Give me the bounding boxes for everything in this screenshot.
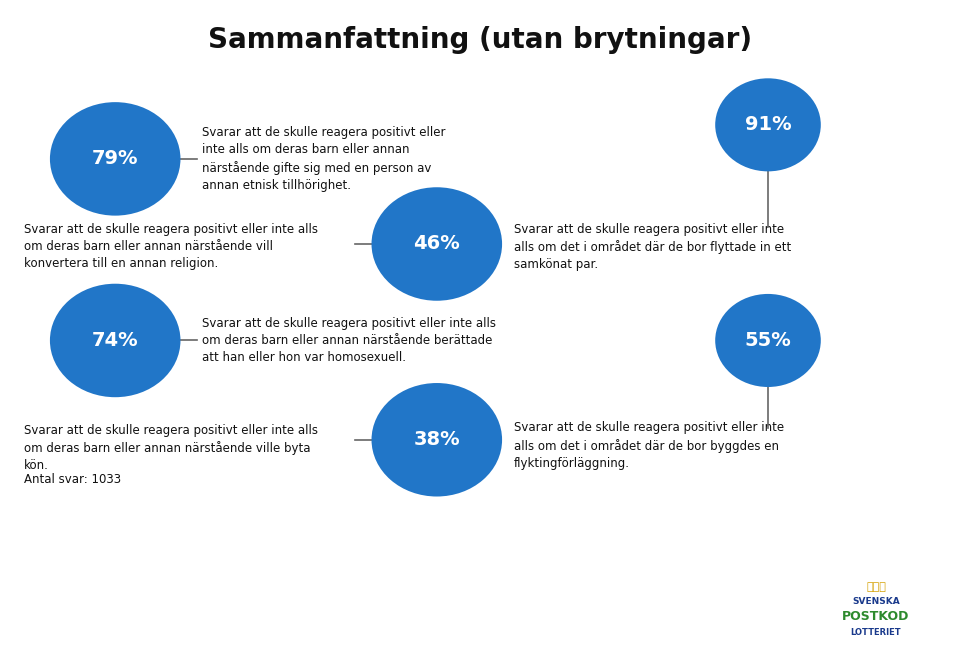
Text: 〰〰〰: 〰〰〰 <box>866 582 886 592</box>
Ellipse shape <box>372 187 502 300</box>
Text: Sammanfattning (utan brytningar): Sammanfattning (utan brytningar) <box>208 26 752 54</box>
Text: 55%: 55% <box>745 331 791 350</box>
Ellipse shape <box>50 102 180 216</box>
Text: Svarar att de skulle reagera positivt eller inte alls
om deras barn eller annan : Svarar att de skulle reagera positivt el… <box>202 317 495 364</box>
Text: SVENSKA: SVENSKA <box>852 596 900 605</box>
Text: Antal svar: 1033: Antal svar: 1033 <box>24 473 121 486</box>
Ellipse shape <box>715 78 821 171</box>
Text: 91%: 91% <box>745 115 791 134</box>
Text: Svarar att de skulle reagera positivt eller inte alls
om deras barn eller annan : Svarar att de skulle reagera positivt el… <box>24 223 318 270</box>
Text: Svarar att de skulle reagera positivt eller inte
alls om det i området där de bo: Svarar att de skulle reagera positivt el… <box>514 421 783 470</box>
Text: Svarar att de skulle reagera positivt eller inte alls
om deras barn eller annan : Svarar att de skulle reagera positivt el… <box>24 424 318 472</box>
Text: LOTTERIET: LOTTERIET <box>851 628 901 637</box>
Text: 79%: 79% <box>92 150 138 169</box>
Text: Svarar att de skulle reagera positivt eller
inte alls om deras barn eller annan
: Svarar att de skulle reagera positivt el… <box>202 126 445 192</box>
Text: 74%: 74% <box>92 331 138 350</box>
Ellipse shape <box>50 283 180 397</box>
Ellipse shape <box>372 383 502 497</box>
Text: POSTKOD: POSTKOD <box>842 610 910 623</box>
FancyBboxPatch shape <box>800 570 952 653</box>
Ellipse shape <box>715 294 821 387</box>
Text: 46%: 46% <box>414 234 460 253</box>
Text: 38%: 38% <box>414 430 460 449</box>
Text: För en bättre värld: För en bättre värld <box>29 600 296 624</box>
Text: Svarar att de skulle reagera positivt eller inte
alls om det i området där de bo: Svarar att de skulle reagera positivt el… <box>514 222 791 271</box>
